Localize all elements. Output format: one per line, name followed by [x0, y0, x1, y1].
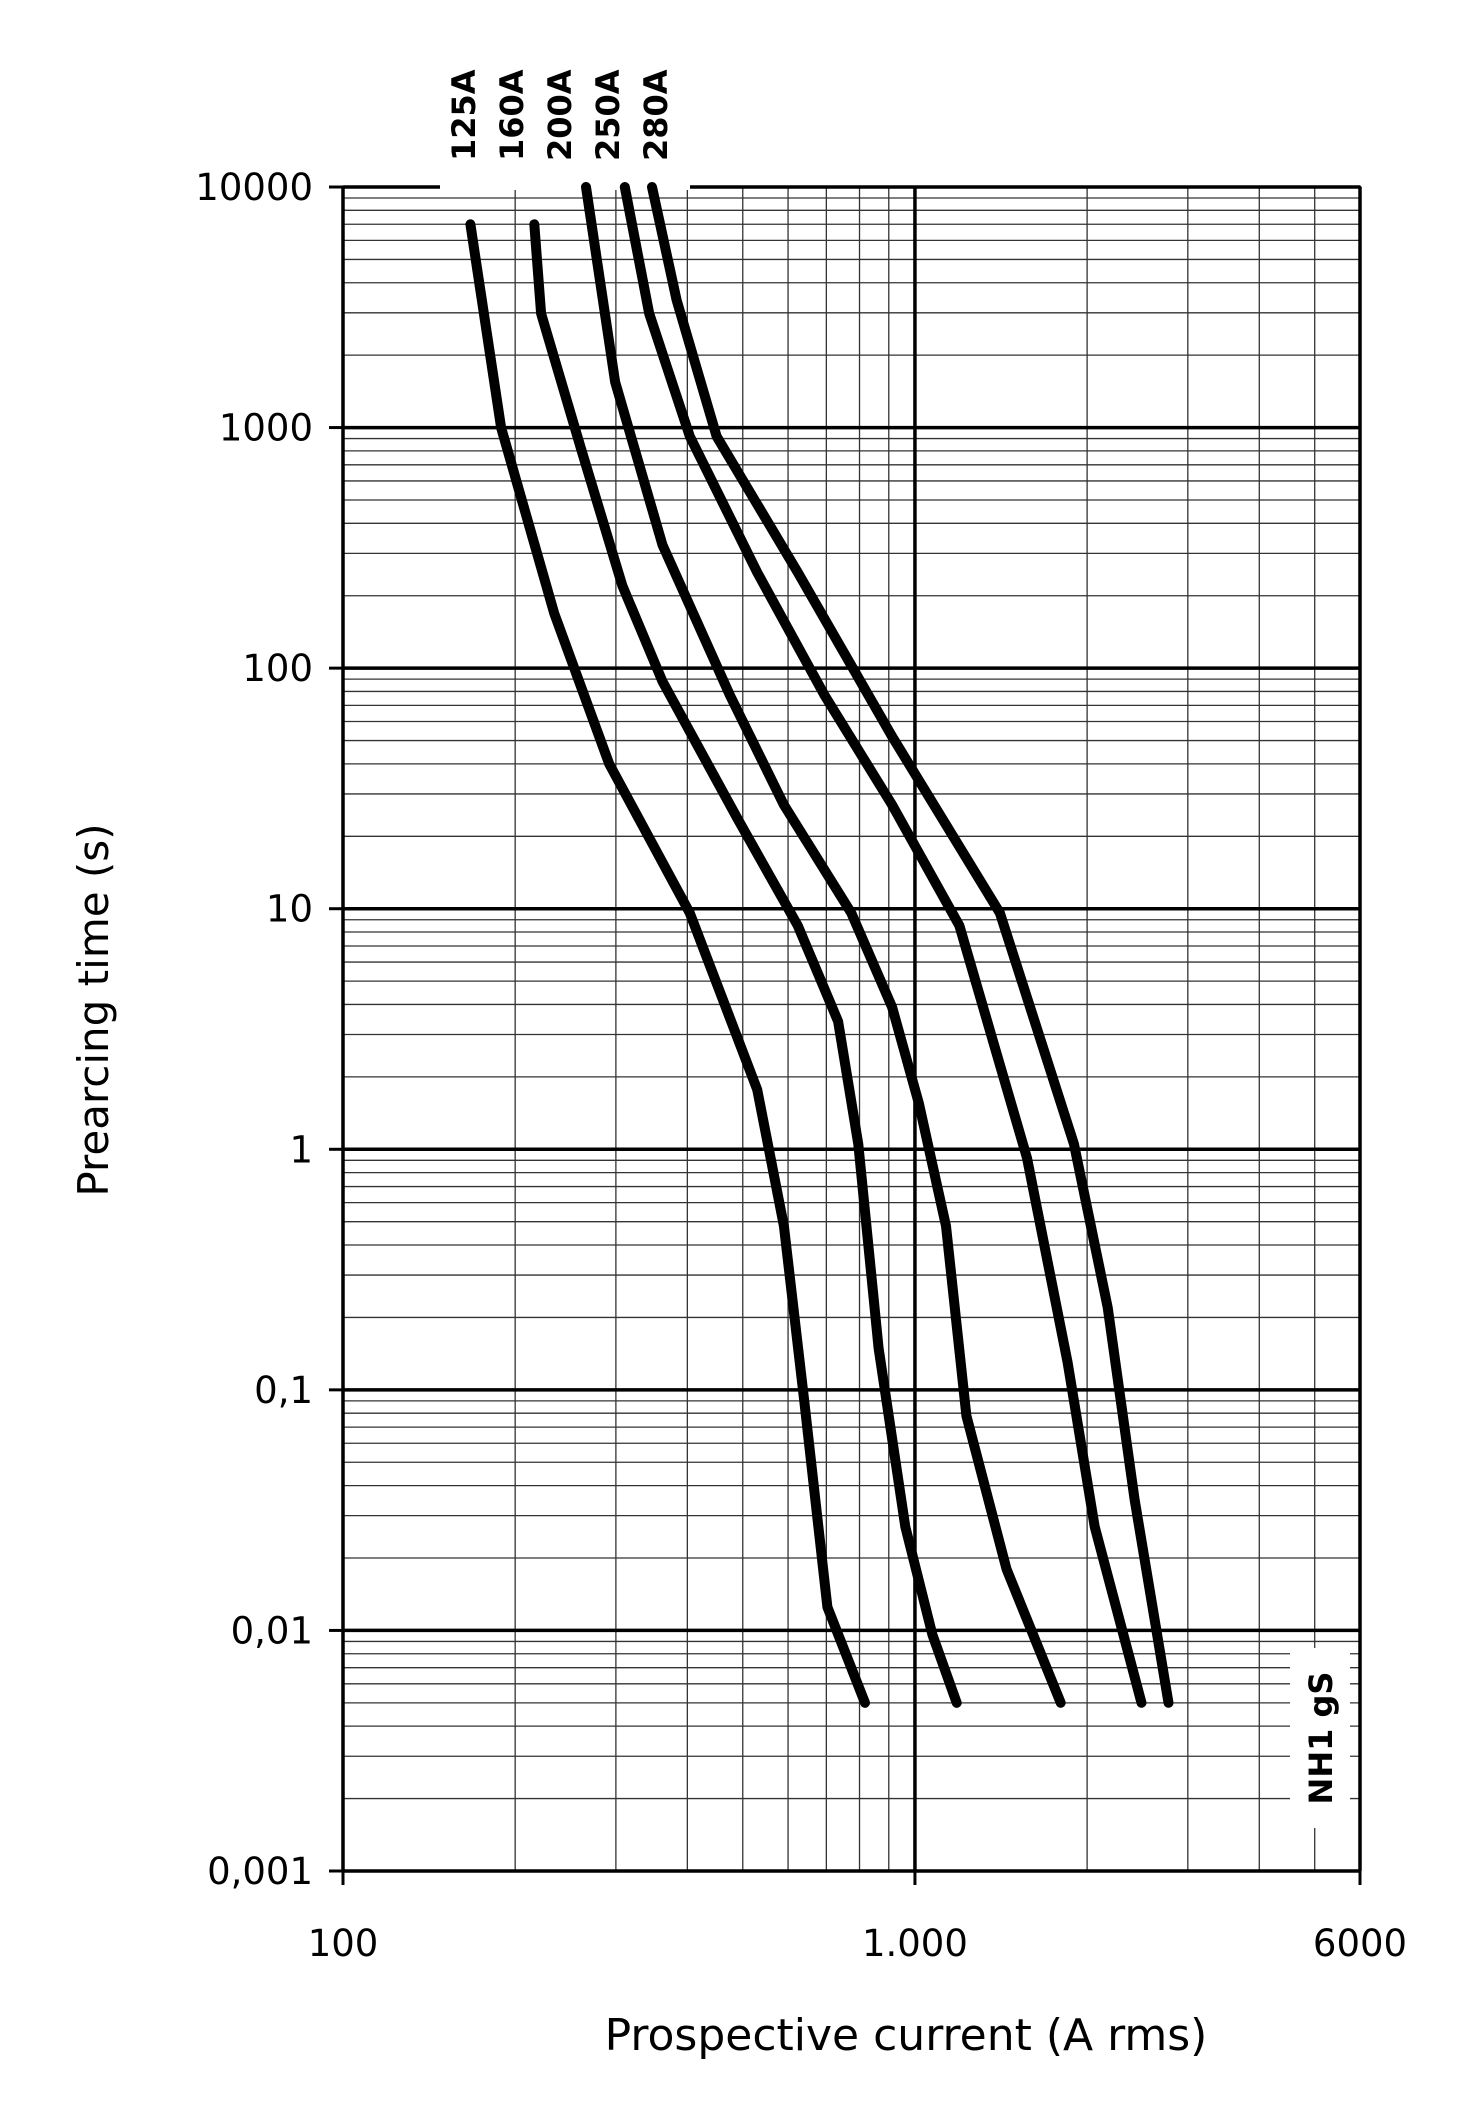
- annotation: NH1 gS: [1302, 1672, 1340, 1805]
- curve: [529, 219, 962, 1708]
- y-tick-label: 1000: [219, 407, 313, 450]
- series-label: 200A: [541, 69, 579, 161]
- series-label: 250A: [589, 69, 627, 161]
- y-tick-label: 100: [242, 647, 313, 690]
- y-tick-label: 1: [289, 1128, 313, 1171]
- curve: [581, 182, 1066, 1708]
- series-label: 160A: [493, 69, 531, 161]
- curve: [465, 219, 870, 1708]
- y-tick-label: 10000: [195, 166, 313, 209]
- series-label: 280A: [637, 69, 675, 161]
- annotation-box: [1290, 1648, 1350, 1828]
- x-tick-label: 1.000: [862, 1922, 968, 1965]
- x-tick-label: 100: [308, 1922, 379, 1965]
- y-tick-label: 0,1: [254, 1369, 313, 1412]
- curve: [647, 182, 1174, 1708]
- curve: [619, 182, 1147, 1708]
- y-axis-title: Prearcing time (s): [69, 823, 118, 1196]
- series-label: 125A: [445, 69, 483, 161]
- y-tick-label: 0,001: [207, 1850, 313, 1893]
- y-tick-label: 10: [266, 888, 313, 931]
- x-axis-title: Prospective current (A rms): [605, 2010, 1208, 2061]
- plot-frame: [341, 185, 1362, 1873]
- y-tick-label: 0,01: [231, 1609, 313, 1652]
- x-tick-label: 6000: [1313, 1922, 1407, 1965]
- label-backdrop: [440, 40, 690, 190]
